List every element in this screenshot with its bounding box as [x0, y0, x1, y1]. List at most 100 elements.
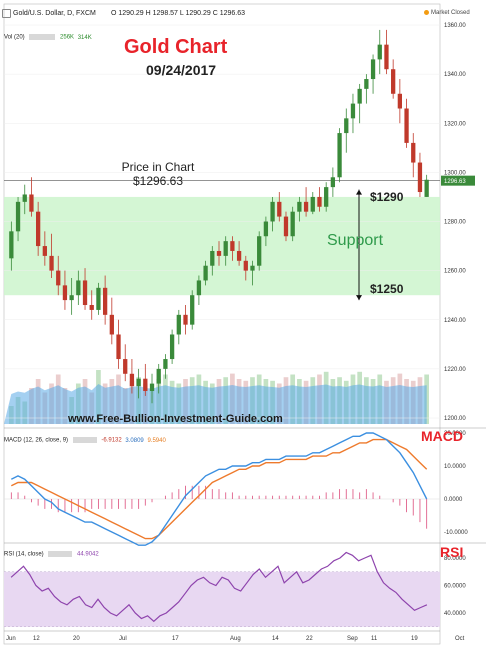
macd-buttons[interactable]: [73, 437, 97, 443]
candle-body: [43, 246, 47, 256]
expand-icon[interactable]: [2, 9, 11, 18]
time-tick-label: Jul: [119, 636, 127, 642]
support-low-label: $1250: [370, 282, 403, 296]
candle-body: [324, 187, 328, 207]
candle-body: [143, 379, 147, 391]
candle-body: [9, 231, 13, 258]
candle-body: [123, 359, 127, 374]
rsi-buttons[interactable]: [48, 551, 72, 557]
rsi-title: RSI: [440, 544, 463, 560]
candle-body: [90, 305, 94, 310]
macd-header: MACD (12, 26, close, 9) -6.9132 3.0809 9…: [4, 437, 166, 444]
price-callout-label: Price in Chart: [98, 160, 218, 174]
macd-label: MACD (12, 26, close, 9): [4, 438, 68, 444]
macd-value-2: 3.0809: [125, 438, 143, 444]
support-arrow-up-head: [356, 190, 362, 195]
price-tick-label: 1360.00: [444, 23, 466, 29]
chart-title: Gold Chart: [124, 36, 227, 59]
rsi-band: [4, 572, 440, 627]
ohlc-values: O 1290.29 H 1298.57 L 1290.29 C 1296.63: [111, 10, 245, 17]
support-arrow-down-head: [356, 295, 362, 300]
volume-header: Vol (20) 256K 314K: [4, 34, 92, 41]
candle-body: [364, 79, 368, 89]
candle-body: [217, 251, 221, 256]
candle-body: [56, 271, 60, 286]
candle-body: [203, 266, 207, 281]
rsi-tick-label: 40.0000: [444, 611, 466, 617]
macd-tick-label: -10.0000: [444, 530, 468, 536]
price-tick-label: 1320.00: [444, 121, 466, 127]
candle-body: [371, 59, 375, 79]
macd-pane: 20.0000 10.0000 0.0000 -10.0000: [4, 431, 468, 545]
time-tick-label: Oct: [455, 636, 465, 642]
volume-value-1: 256K: [60, 35, 74, 41]
rsi-pane: 80.0000 60.0000 40.0000: [4, 553, 466, 627]
time-tick-label: Sep: [347, 636, 358, 642]
candle-body: [384, 45, 388, 70]
volume-label: Vol (20): [4, 35, 25, 41]
price-tick-label: 1240.00: [444, 318, 466, 324]
candle-body: [270, 202, 274, 222]
candle-body: [116, 334, 120, 359]
price-tick-label: 1200.00: [444, 416, 466, 422]
candle-body: [344, 118, 348, 133]
macd-value-1: -6.9132: [101, 438, 121, 444]
price-callout-value: $1296.63: [98, 174, 218, 188]
candle-body: [244, 261, 248, 271]
candle-body: [237, 251, 241, 261]
candle-body: [83, 280, 87, 305]
candle-body: [16, 202, 20, 231]
price-tick-label: 1280.00: [444, 220, 466, 226]
market-status: Market Closed: [424, 10, 470, 16]
candle-body: [103, 288, 107, 315]
candle-body: [76, 280, 80, 295]
chart-frame: [4, 4, 440, 644]
time-axis: Jun 12 20 Jul 17 Aug 14 22 Sep 11 19 Oct: [4, 631, 465, 642]
macd-title: MACD: [421, 428, 463, 444]
candle-body: [197, 280, 201, 295]
candle-body: [224, 241, 228, 256]
candle-body: [130, 374, 134, 386]
volume-buttons[interactable]: [29, 34, 55, 40]
candle-body: [36, 212, 40, 246]
macd-tick-label: 10.0000: [444, 464, 466, 470]
candle-body: [23, 194, 27, 201]
candle-body: [183, 315, 187, 325]
candle-body: [230, 241, 234, 251]
candle-body: [304, 202, 308, 212]
chart-header: Gold/U.S. Dollar, D, FXCM O 1290.29 H 12…: [2, 10, 442, 22]
macd-signal-line: [11, 440, 426, 539]
candle-body: [257, 236, 261, 265]
clock-icon: [424, 10, 429, 15]
candle-body: [96, 288, 100, 310]
rsi-value: 44.9042: [77, 552, 99, 558]
rsi-header: RSI (14, close) 44.9042: [4, 551, 99, 558]
candle-body: [284, 217, 288, 237]
support-high-label: $1290: [370, 190, 403, 204]
support-label: Support: [327, 232, 383, 250]
candle-body: [411, 143, 415, 163]
candle-body: [29, 194, 33, 211]
candle-body: [398, 94, 402, 109]
candle-body: [69, 295, 73, 300]
price-callout: Price in Chart $1296.63: [98, 160, 218, 188]
rsi-tick-label: 60.0000: [444, 584, 466, 590]
candle-body: [170, 334, 174, 359]
watermark: www.Free-Bullion-Investment-Guide.com: [68, 413, 283, 425]
candle-body: [63, 285, 67, 300]
candle-body: [291, 212, 295, 237]
candle-body: [136, 379, 140, 386]
candle-body: [157, 369, 161, 384]
candle-body: [264, 222, 268, 237]
candle-body: [49, 256, 53, 271]
candle-body: [378, 45, 382, 60]
candle-body: [418, 163, 422, 192]
time-tick-label: Jun: [6, 636, 16, 642]
time-tick-label: 12: [33, 636, 40, 642]
candle-body: [150, 384, 154, 391]
symbol-label: Gold/U.S. Dollar, D, FXCM: [13, 10, 96, 17]
candle-body: [297, 202, 301, 212]
candle-body: [250, 266, 254, 271]
time-tick-label: 17: [172, 636, 179, 642]
candle-body: [404, 109, 408, 143]
